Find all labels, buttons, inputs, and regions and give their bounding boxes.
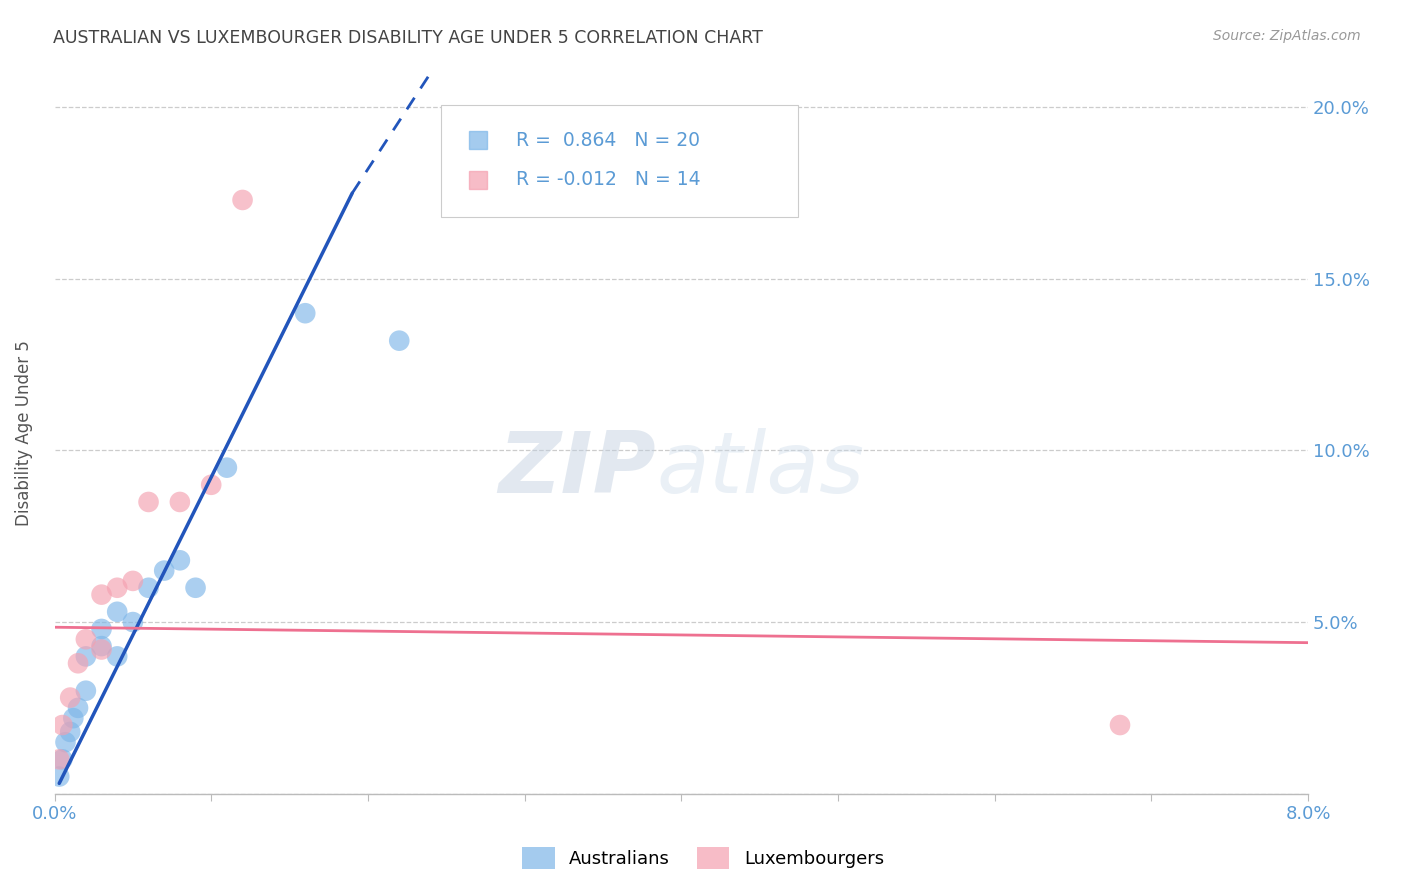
Point: [215, 460, 238, 475]
Point: [51, 752, 73, 766]
Point: [75, 649, 97, 664]
Point: [66, 701, 89, 715]
FancyBboxPatch shape: [440, 105, 797, 217]
Point: [90, 639, 112, 653]
Point: [200, 478, 222, 492]
Point: [388, 334, 411, 348]
Point: [90, 642, 112, 657]
Point: [51, 718, 73, 732]
Legend: Australians, Luxembourgers: Australians, Luxembourgers: [515, 839, 891, 876]
Point: [62, 711, 84, 725]
Point: [122, 574, 145, 588]
Point: [90, 588, 112, 602]
Point: [55, 735, 77, 749]
Point: [105, 605, 128, 619]
Text: R = -0.012   N = 14: R = -0.012 N = 14: [516, 170, 700, 189]
Text: ZIP: ZIP: [499, 428, 657, 511]
Point: [66, 657, 89, 671]
Point: [138, 495, 160, 509]
Point: [105, 581, 128, 595]
Text: atlas: atlas: [657, 428, 865, 511]
Point: [169, 553, 191, 567]
Point: [59, 690, 82, 705]
Y-axis label: Disability Age Under 5: Disability Age Under 5: [15, 341, 32, 526]
Point: [75, 632, 97, 647]
Point: [232, 193, 254, 207]
Point: [184, 581, 207, 595]
Text: Source: ZipAtlas.com: Source: ZipAtlas.com: [1213, 29, 1361, 43]
Text: R =  0.864   N = 20: R = 0.864 N = 20: [516, 130, 700, 150]
Point: [294, 306, 316, 320]
Point: [138, 581, 160, 595]
Point: [75, 683, 97, 698]
Point: [59, 725, 82, 739]
Point: [153, 564, 176, 578]
Point: [122, 615, 145, 629]
Point: [1109, 718, 1132, 732]
Point: [48, 770, 70, 784]
Point: [105, 649, 128, 664]
Point: [48, 752, 70, 766]
Point: [169, 495, 191, 509]
Point: [90, 622, 112, 636]
Text: AUSTRALIAN VS LUXEMBOURGER DISABILITY AGE UNDER 5 CORRELATION CHART: AUSTRALIAN VS LUXEMBOURGER DISABILITY AG…: [53, 29, 763, 46]
